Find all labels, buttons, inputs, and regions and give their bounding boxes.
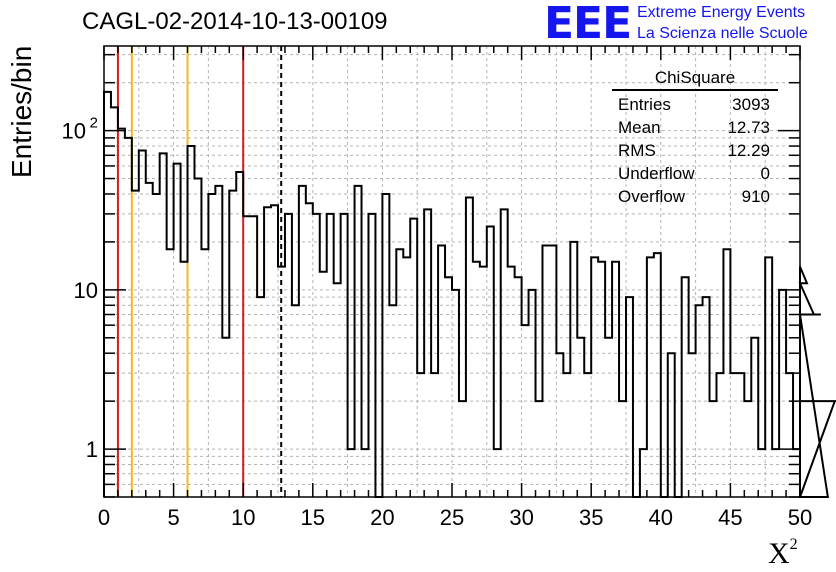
y-tick-label: 1	[86, 437, 98, 462]
y-axis-label: Entries/bin	[6, 45, 37, 178]
histogram-series	[103, 90, 836, 498]
x-tick-label: 20	[370, 505, 394, 530]
x-tick-label: 5	[167, 505, 179, 530]
y-tick-exponent: 2	[90, 115, 98, 132]
stats-value: 12.29	[727, 141, 770, 160]
x-tick-label: 45	[718, 505, 742, 530]
x-axis-label: X2	[768, 536, 798, 571]
x-tick-label: 15	[301, 505, 325, 530]
stats-label: Overflow	[618, 187, 686, 206]
y-tick-label: 10	[74, 278, 98, 303]
stats-label: Underflow	[618, 164, 695, 183]
stats-value: 12.73	[727, 118, 770, 137]
x-tick-label: 10	[231, 505, 255, 530]
stats-title: ChiSquare	[612, 68, 778, 91]
histogram-line	[103, 90, 836, 498]
brand-tagline: La Scienza nelle Scuole	[637, 25, 808, 42]
x-tick-label: 0	[98, 505, 110, 530]
eee-logo: EEE	[544, 0, 632, 49]
chart-title: CAGL-02-2014-10-13-00109	[82, 8, 388, 35]
stats-label: RMS	[618, 141, 656, 160]
x-axis-exponent: 2	[789, 536, 798, 553]
brand-name: Extreme Energy Events	[637, 4, 806, 21]
x-tick-label: 25	[440, 505, 464, 530]
stats-row-underflow: Underflow 0	[612, 162, 778, 185]
x-tick-label: 50	[788, 505, 812, 530]
stats-row-mean: Mean 12.73	[612, 116, 778, 139]
stats-value: 3093	[732, 95, 770, 114]
stats-row-entries: Entries 3093	[612, 93, 778, 116]
x-axis-symbol: X	[768, 537, 790, 570]
stats-value: 0	[760, 164, 770, 183]
stats-value: 910	[741, 187, 770, 206]
stats-box: ChiSquare Entries 3093 Mean 12.73 RMS 12…	[612, 68, 778, 208]
x-tick-label: 40	[649, 505, 673, 530]
stats-row-overflow: Overflow 910	[612, 185, 778, 208]
stats-label: Mean	[618, 118, 661, 137]
x-axis-ticks: 0 5 10 15 20 25 30 35 40 45 50	[98, 46, 812, 530]
x-tick-label: 30	[509, 505, 533, 530]
stats-label: Entries	[618, 95, 671, 114]
x-tick-label: 35	[579, 505, 603, 530]
stats-row-rms: RMS 12.29	[612, 139, 778, 162]
y-tick-label: 10	[62, 119, 86, 144]
